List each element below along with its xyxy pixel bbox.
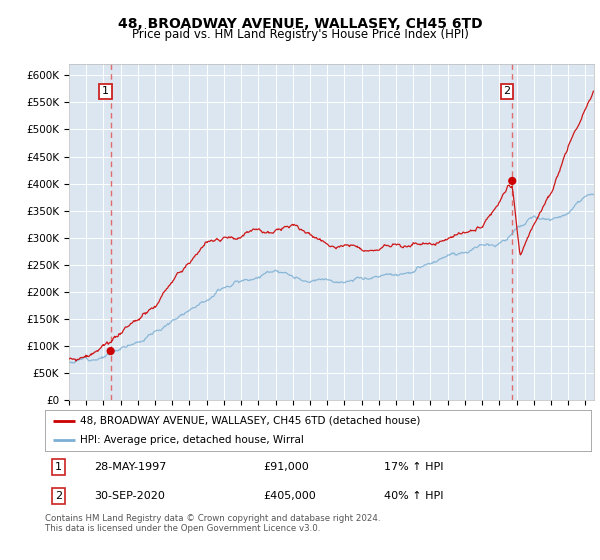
- Text: 1: 1: [55, 462, 62, 472]
- Point: [106, 347, 115, 356]
- Point: [508, 176, 517, 185]
- Text: 2: 2: [503, 86, 511, 96]
- Text: 30-SEP-2020: 30-SEP-2020: [94, 491, 165, 501]
- Text: 1: 1: [102, 86, 109, 96]
- Text: Price paid vs. HM Land Registry's House Price Index (HPI): Price paid vs. HM Land Registry's House …: [131, 28, 469, 41]
- Text: 48, BROADWAY AVENUE, WALLASEY, CH45 6TD: 48, BROADWAY AVENUE, WALLASEY, CH45 6TD: [118, 17, 482, 31]
- Text: 40% ↑ HPI: 40% ↑ HPI: [383, 491, 443, 501]
- Text: 48, BROADWAY AVENUE, WALLASEY, CH45 6TD (detached house): 48, BROADWAY AVENUE, WALLASEY, CH45 6TD …: [80, 416, 421, 426]
- Text: 17% ↑ HPI: 17% ↑ HPI: [383, 462, 443, 472]
- Text: HPI: Average price, detached house, Wirral: HPI: Average price, detached house, Wirr…: [80, 435, 304, 445]
- Text: £91,000: £91,000: [263, 462, 309, 472]
- Text: £405,000: £405,000: [263, 491, 316, 501]
- Text: Contains HM Land Registry data © Crown copyright and database right 2024.
This d: Contains HM Land Registry data © Crown c…: [45, 514, 380, 534]
- Text: 28-MAY-1997: 28-MAY-1997: [94, 462, 167, 472]
- Text: 2: 2: [55, 491, 62, 501]
